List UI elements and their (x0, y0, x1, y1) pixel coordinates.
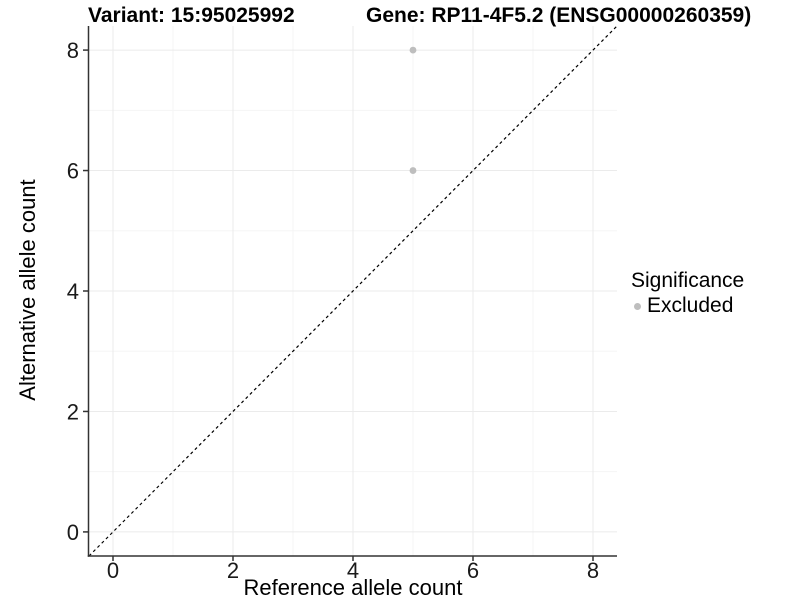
legend-item-excluded: Excluded (634, 294, 744, 318)
x-tick-label: 6 (467, 558, 479, 583)
x-axis-label: Reference allele count (243, 575, 463, 600)
data-point (409, 167, 417, 174)
identity-line (88, 25, 618, 557)
variant-title: Variant: 15:95025992 (88, 4, 295, 27)
x-tick-label: 2 (227, 558, 239, 583)
legend-point-icon (634, 302, 641, 310)
y-tick-label: 4 (67, 279, 79, 304)
x-tick-label: 0 (107, 558, 119, 583)
y-tick-label: 6 (67, 159, 79, 184)
x-tick-label: 4 (347, 558, 359, 583)
y-tick-label: 8 (67, 38, 79, 63)
x-tick-label: 8 (587, 558, 599, 583)
y-tick-label: 2 (67, 399, 79, 424)
y-tick-label: 0 (67, 520, 79, 545)
legend-title: Significance (631, 269, 745, 292)
y-axis-label: Alternative allele count (15, 179, 40, 401)
gene-title: Gene: RP11-4F5.2 (ENSG00000260359) (366, 4, 752, 27)
legend-item-label: Excluded (647, 294, 734, 317)
legend: Significance Excluded (631, 269, 744, 318)
data-point (409, 46, 417, 54)
